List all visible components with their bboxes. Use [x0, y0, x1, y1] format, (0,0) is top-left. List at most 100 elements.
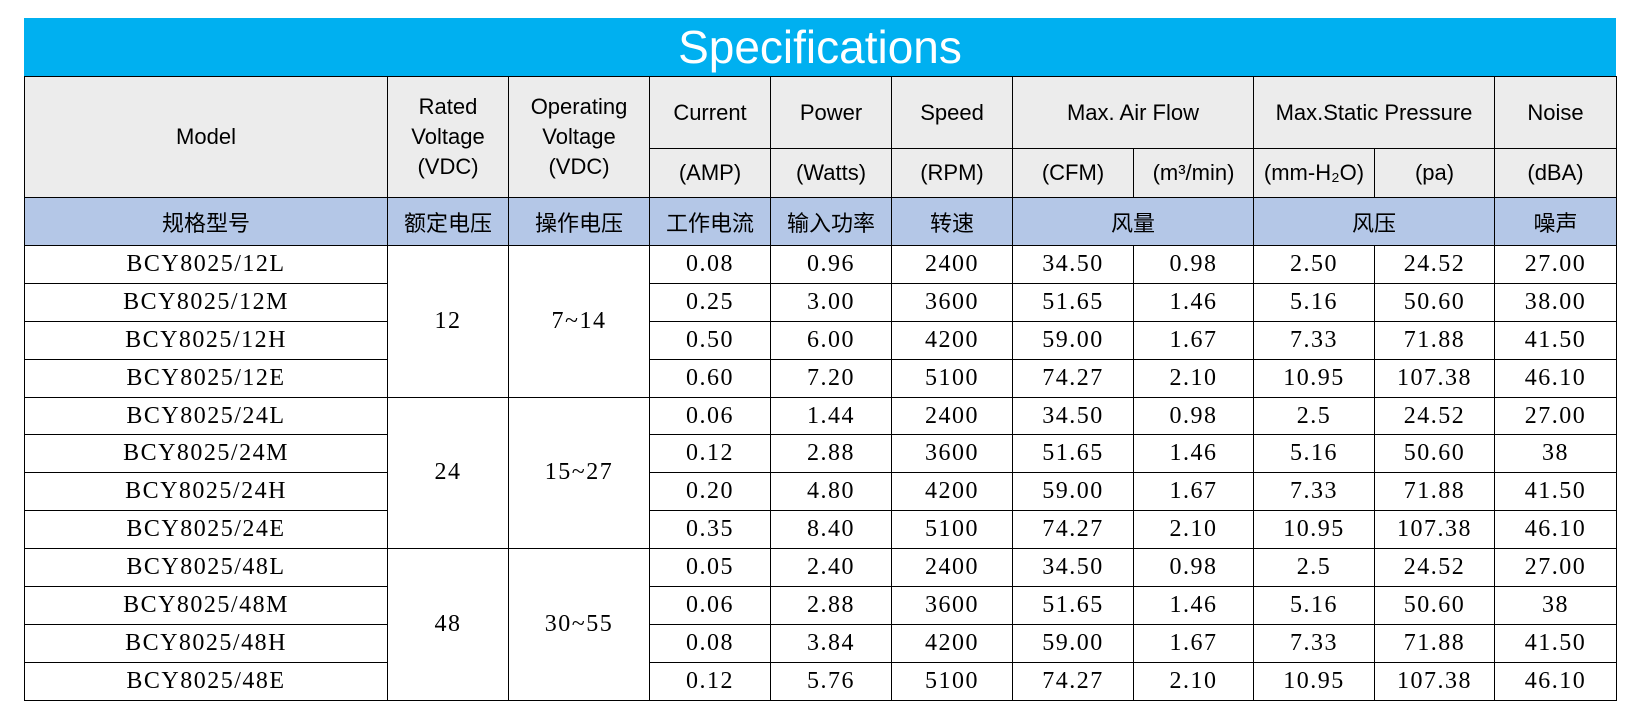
value-cell: 59.00 — [1012, 320, 1134, 360]
value-cell: 38 — [1494, 434, 1617, 474]
value-cell: 0.12 — [649, 434, 771, 474]
value-cell: 34.50 — [1012, 396, 1134, 436]
chinese-header-cell: 规格型号 — [24, 197, 388, 246]
rated-voltage-cell: 12 — [387, 245, 509, 398]
value-cell: 2.5 — [1253, 396, 1375, 436]
value-cell: 74.27 — [1012, 510, 1134, 550]
value-cell: 38.00 — [1494, 282, 1617, 322]
value-cell: 0.25 — [649, 282, 771, 322]
table-row: BCY8025/24E 0.35 8.40 5100 74.27 2.10 10.95 107… — [24, 510, 1617, 550]
value-cell: 41.50 — [1494, 472, 1617, 512]
value-cell: 10.95 — [1253, 510, 1375, 550]
title: Specifications — [24, 18, 1616, 76]
model-cell: BCY8025/24H — [24, 472, 388, 512]
value-cell: 4.80 — [770, 472, 892, 512]
value-cell: 71.88 — [1374, 623, 1495, 663]
operating-voltage-cell: 7~14 — [508, 245, 650, 398]
value-cell: 0.05 — [649, 548, 771, 588]
table-row: (AMP) (Watts) (RPM) (CFM) (m³/min) (mm-H₂O) (p… — [25, 148, 1617, 198]
value-cell: 74.27 — [1012, 661, 1134, 701]
value-cell: 1.67 — [1133, 623, 1254, 663]
value-cell: 0.35 — [649, 510, 771, 550]
value-cell: 4200 — [891, 623, 1013, 663]
value-cell: 34.50 — [1012, 245, 1134, 284]
value-cell: 3.84 — [770, 623, 892, 663]
value-cell: 0.96 — [770, 245, 892, 284]
value-cell: 5.76 — [770, 661, 892, 701]
value-cell: 24.52 — [1374, 548, 1495, 588]
value-cell: 46.10 — [1494, 510, 1617, 550]
value-cell: 46.10 — [1494, 358, 1617, 398]
value-cell: 1.46 — [1133, 586, 1254, 625]
value-cell: 27.00 — [1494, 245, 1617, 284]
header-cell: Noise — [1494, 76, 1617, 149]
value-cell: 2.10 — [1133, 510, 1254, 550]
value-cell: 5100 — [891, 661, 1013, 701]
model-cell: BCY8025/48M — [24, 586, 388, 625]
model-cell: BCY8025/12L — [24, 245, 388, 284]
value-cell: 2.88 — [770, 586, 892, 625]
table-row: BCY8025/12H 0.50 6.00 4200 59.00 1.67 7.33 71.8… — [24, 320, 1617, 360]
value-cell: 1.44 — [770, 396, 892, 436]
chinese-header-cell: 转速 — [891, 197, 1013, 246]
value-cell: 41.50 — [1494, 623, 1617, 663]
header-cell: Operating Voltage (VDC) — [508, 76, 650, 198]
value-cell: 0.08 — [649, 245, 771, 284]
value-cell: 24.52 — [1374, 396, 1495, 436]
unit-cell: (m³/min) — [1133, 148, 1254, 198]
table-row: BCY8025/12L 12 7~14 0.08 0.96 2400 34.50 0.98 2.… — [24, 245, 1617, 398]
header-cell: Current — [649, 76, 771, 149]
value-cell: 1.67 — [1133, 320, 1254, 360]
value-cell: 3600 — [891, 586, 1013, 625]
value-cell: 38 — [1494, 586, 1617, 625]
table-row: BCY8025/24M 0.12 2.88 3600 51.65 1.46 5.16 50.6… — [24, 434, 1617, 474]
model-cell: BCY8025/12H — [24, 320, 388, 360]
value-cell: 7.33 — [1253, 472, 1375, 512]
chinese-header-cell: 额定电压 — [387, 197, 509, 246]
chinese-header-cell: 风压 — [1253, 197, 1495, 246]
table-row: BCY8025/24L 24 15~27 0.06 1.44 2400 34.50 0.98 2… — [24, 396, 1617, 550]
unit-cell: (RPM) — [891, 148, 1013, 198]
operating-voltage-cell: 30~55 — [508, 548, 650, 701]
value-cell: 71.88 — [1374, 472, 1495, 512]
value-cell: 34.50 — [1012, 548, 1134, 588]
value-cell: 7.20 — [770, 358, 892, 398]
value-cell: 0.06 — [649, 396, 771, 436]
value-cell: 41.50 — [1494, 320, 1617, 360]
header-cell: Rated Voltage (VDC) — [387, 76, 509, 198]
value-cell: 59.00 — [1012, 472, 1134, 512]
value-cell: 0.08 — [649, 623, 771, 663]
value-cell: 3600 — [891, 434, 1013, 474]
value-cell: 6.00 — [770, 320, 892, 360]
header-cell: Power — [770, 76, 892, 149]
value-cell: 3600 — [891, 282, 1013, 322]
value-cell: 2.10 — [1133, 358, 1254, 398]
value-cell: 1.46 — [1133, 434, 1254, 474]
header-cell: Max.Static Pressure — [1253, 76, 1495, 149]
rated-voltage-cell: 24 — [387, 396, 509, 550]
value-cell: 107.38 — [1374, 510, 1495, 550]
value-cell: 27.00 — [1494, 396, 1617, 436]
unit-cell: (Watts) — [770, 148, 892, 198]
unit-cell: (AMP) — [649, 148, 771, 198]
value-cell: 0.12 — [649, 661, 771, 701]
model-cell: BCY8025/12E — [24, 358, 388, 398]
value-cell: 2.10 — [1133, 661, 1254, 701]
table-row: BCY8025/48H 0.08 3.84 4200 59.00 1.67 7.33 71.8… — [24, 623, 1617, 663]
value-cell: 4200 — [891, 472, 1013, 512]
chinese-header-cell: 操作电压 — [508, 197, 650, 246]
model-cell: BCY8025/12M — [24, 282, 388, 322]
value-cell: 2.40 — [770, 548, 892, 588]
value-cell: 3.00 — [770, 282, 892, 322]
header-cell: Model — [24, 76, 388, 198]
value-cell: 10.95 — [1253, 358, 1375, 398]
value-cell: 2.88 — [770, 434, 892, 474]
value-cell: 4200 — [891, 320, 1013, 360]
table-row: BCY8025/48E 0.12 5.76 5100 74.27 2.10 10.95 107… — [24, 661, 1617, 701]
table-row: BCY8025/48M 0.06 2.88 3600 51.65 1.46 5.16 50.6… — [24, 586, 1617, 625]
value-cell: 2400 — [891, 548, 1013, 588]
model-cell: BCY8025/24L — [24, 396, 388, 436]
value-cell: 5.16 — [1253, 282, 1375, 322]
